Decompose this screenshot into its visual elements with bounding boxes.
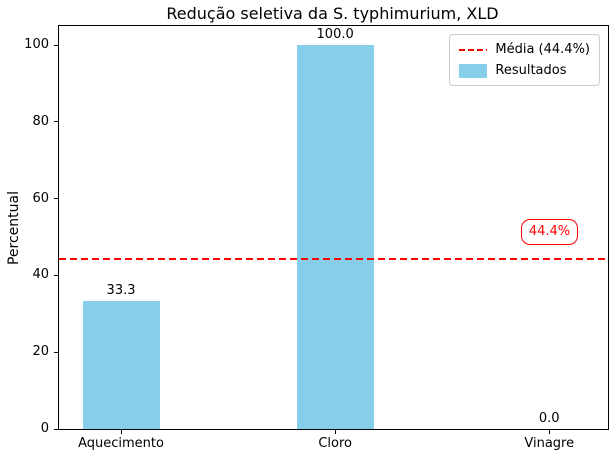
color-patch-sample-icon xyxy=(459,63,488,78)
mean-annotation: 44.4% xyxy=(521,219,578,245)
legend-label: Média (44.4%) xyxy=(495,42,590,57)
x-tick xyxy=(120,429,122,434)
y-tick-label: 40 xyxy=(32,267,49,283)
y-tick-label: 80 xyxy=(32,113,49,129)
dashed-line-sample-icon xyxy=(459,48,488,51)
mean-line xyxy=(59,257,608,260)
bar xyxy=(296,45,374,429)
bar xyxy=(82,301,160,429)
bar-value-label: 100.0 xyxy=(316,27,354,43)
y-tick xyxy=(54,121,59,123)
legend-entry-media: Média (44.4%) xyxy=(459,42,590,57)
legend: Média (44.4%) Resultados xyxy=(449,34,600,86)
bar-value-label: 0.0 xyxy=(538,411,560,426)
chart-title: Redução seletiva da S. typhimurium, XLD xyxy=(166,4,499,23)
plot-area: 0 20 40 60 80 100 Aquecimento Cloro Vinagre 33.3 1… xyxy=(24,25,609,451)
x-tick xyxy=(548,429,550,434)
x-tick-label: Vinagre xyxy=(524,436,575,451)
y-tick-label: 20 xyxy=(32,344,49,360)
y-tick xyxy=(54,274,59,276)
legend-entry-resultados: Resultados xyxy=(459,63,590,78)
x-tick xyxy=(334,429,336,434)
y-tick xyxy=(54,44,59,46)
y-tick-label: 100 xyxy=(24,37,49,53)
y-tick-label: 0 xyxy=(40,421,49,436)
y-tick xyxy=(54,351,59,353)
y-tick xyxy=(54,428,59,430)
bar-value-label: 33.3 xyxy=(106,283,136,299)
legend-label: Resultados xyxy=(495,63,567,78)
x-tick-label: Aquecimento xyxy=(78,436,164,451)
y-tick-label: 60 xyxy=(32,190,49,206)
x-tick-label: Cloro xyxy=(318,436,352,451)
y-tick xyxy=(54,198,59,200)
